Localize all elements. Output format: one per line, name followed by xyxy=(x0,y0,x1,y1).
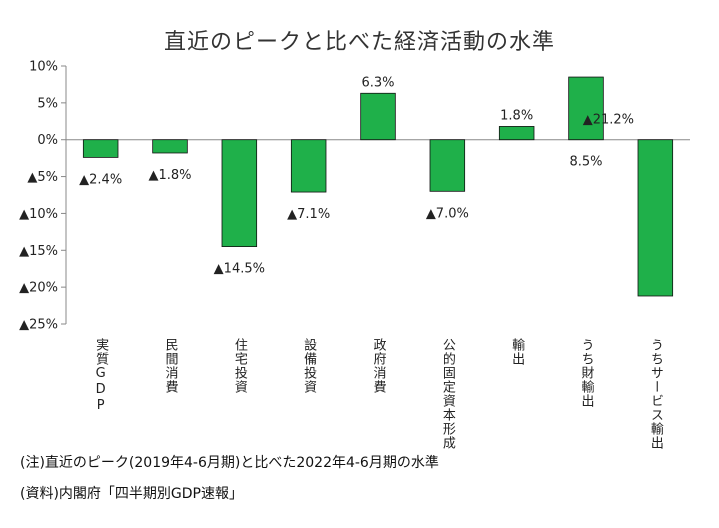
y-tick-label: ▲5% xyxy=(27,170,58,185)
y-tick-label: 5% xyxy=(37,96,58,111)
chart-title: 直近のピークと比べた経済活動の水準 xyxy=(163,30,555,55)
data-label: ▲2.4% xyxy=(79,172,122,187)
bars xyxy=(82,76,674,297)
data-label: 1.8% xyxy=(500,108,533,123)
category-label: うちサービス輸出 xyxy=(648,338,664,450)
category-label: うち財輸出 xyxy=(579,338,595,408)
data-label: 8.5% xyxy=(569,155,602,170)
data-label: 6.3% xyxy=(361,75,394,90)
bar xyxy=(637,139,674,297)
category-label: 政府消費 xyxy=(371,338,387,394)
source-note: (資料)内閣府「四半期別GDP速報」 xyxy=(20,486,243,502)
category-label: 住宅投資 xyxy=(232,338,248,394)
bar xyxy=(290,139,327,193)
category-label: 輸出 xyxy=(509,338,525,366)
data-label: ▲7.1% xyxy=(287,207,330,222)
bar xyxy=(152,139,188,154)
y-tick-label: ▲25% xyxy=(19,318,58,333)
bar xyxy=(498,126,535,141)
data-label: ▲14.5% xyxy=(214,262,265,277)
data-label: ▲7.0% xyxy=(426,206,469,221)
y-tick-label: ▲15% xyxy=(19,244,58,259)
bar xyxy=(568,76,604,141)
data-label: ▲1.8% xyxy=(148,168,191,183)
y-tick-label: ▲10% xyxy=(19,207,58,222)
category-label: 実質GDP xyxy=(93,337,109,414)
bar xyxy=(82,139,119,158)
y-tick-label: 10% xyxy=(29,60,58,75)
category-label: 設備投資 xyxy=(301,337,317,394)
bar xyxy=(221,139,258,247)
bar xyxy=(360,92,396,141)
category-labels: 実質GDP 民間消費 住宅投資 設備投資 政府消費 公的固定資本形成 輸出 うち財輸出 うちサー… xyxy=(93,337,663,450)
category-label: 公的固定資本形成 xyxy=(440,338,456,450)
footnote: (注)直近のピーク(2019年4-6月期)と比べた2022年4-6月期の水準 xyxy=(20,455,439,471)
y-tick-label: 0% xyxy=(37,133,58,148)
y-tick-label: ▲20% xyxy=(19,281,58,296)
bar xyxy=(429,139,466,192)
category-label: 民間消費 xyxy=(163,338,179,394)
data-label: ▲21.2% xyxy=(583,113,634,128)
data-labels: ▲2.4% ▲1.8% ▲14.5% ▲7.1% 6.3% ▲7.0% 1.8% 8.5% ▲2… xyxy=(79,75,634,276)
